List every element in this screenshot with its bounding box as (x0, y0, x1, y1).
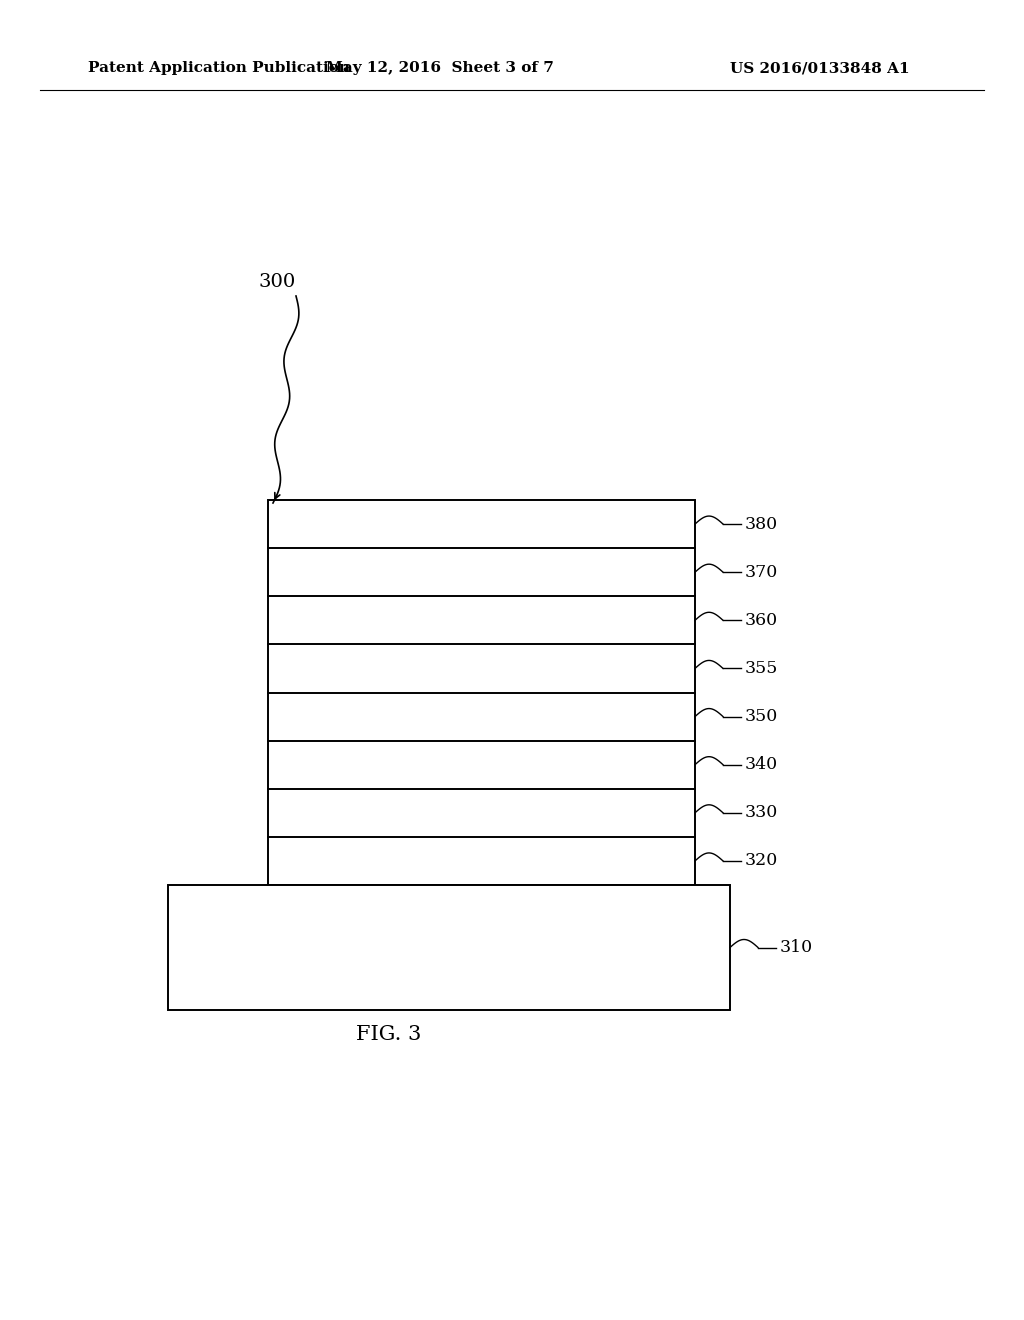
Text: 380: 380 (745, 516, 778, 532)
Bar (168, 884, 730, 1010)
Bar (268, 500, 695, 884)
Text: 320: 320 (745, 853, 778, 870)
Text: 355: 355 (745, 660, 778, 677)
Text: Patent Application Publication: Patent Application Publication (88, 61, 350, 75)
Text: 360: 360 (745, 611, 778, 628)
Text: US 2016/0133848 A1: US 2016/0133848 A1 (730, 61, 909, 75)
Text: 370: 370 (745, 564, 778, 581)
Text: 330: 330 (745, 804, 778, 821)
Text: 350: 350 (745, 708, 778, 725)
Text: 340: 340 (745, 756, 778, 774)
Text: May 12, 2016  Sheet 3 of 7: May 12, 2016 Sheet 3 of 7 (326, 61, 554, 75)
Text: FIG. 3: FIG. 3 (356, 1026, 422, 1044)
Text: 300: 300 (258, 273, 295, 290)
Text: 310: 310 (780, 939, 813, 956)
